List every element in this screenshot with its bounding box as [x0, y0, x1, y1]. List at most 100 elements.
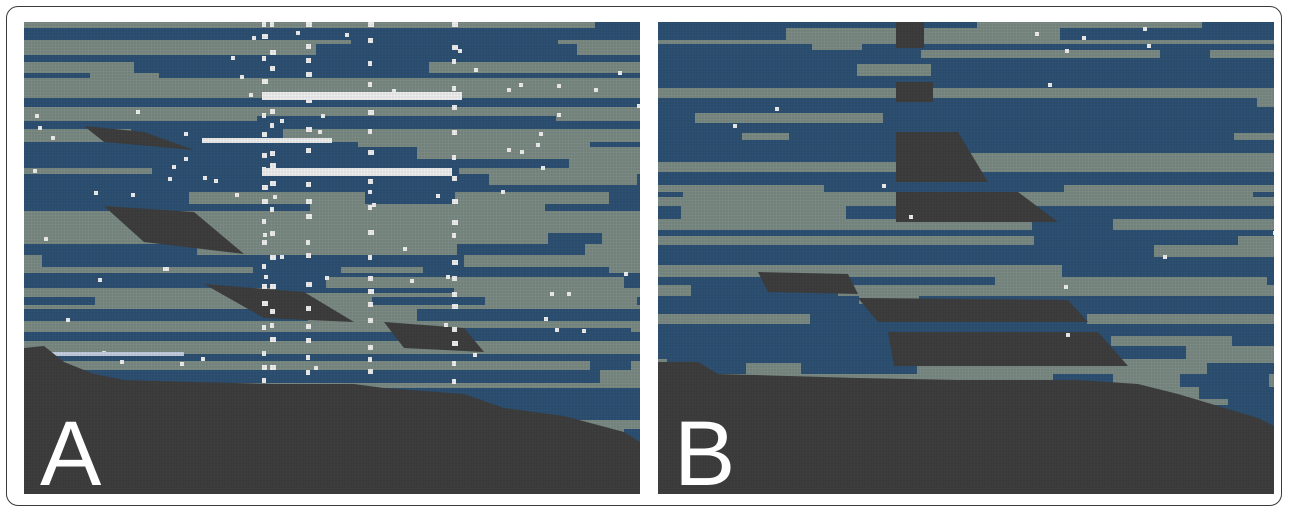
white-pixel	[270, 181, 276, 186]
raster-segment	[361, 40, 558, 44]
white-pixel	[240, 75, 244, 79]
white-pixel	[541, 166, 545, 170]
white-pixel	[270, 163, 276, 168]
white-pixel	[66, 318, 70, 322]
white-pixel	[98, 278, 102, 282]
white-pixel	[35, 114, 39, 118]
white-pixel	[473, 353, 477, 357]
white-pixel	[184, 157, 188, 161]
white-pixel	[306, 58, 311, 63]
white-pixel	[136, 110, 140, 114]
raster-row	[658, 64, 1274, 76]
raster-row	[658, 76, 1274, 88]
raster-segment	[585, 244, 640, 255]
raster-segment	[1180, 374, 1269, 387]
raster-segment	[600, 370, 640, 383]
white-pixel	[1273, 231, 1274, 235]
raster-segment	[316, 44, 577, 55]
white-pixel	[262, 56, 266, 61]
white-pixel	[452, 105, 457, 110]
raster-row	[658, 58, 1274, 64]
white-pixel	[882, 184, 886, 188]
white-pixel	[368, 289, 374, 294]
white-pixel	[184, 132, 188, 136]
raster-segment	[489, 174, 637, 185]
raster-row	[24, 361, 640, 370]
white-pixel	[270, 50, 276, 55]
panel-a: A	[24, 22, 640, 494]
white-bar	[262, 92, 462, 100]
raster-row	[658, 230, 1274, 236]
white-pixel	[452, 327, 457, 332]
dark-region	[758, 272, 858, 294]
white-pixel	[325, 276, 329, 280]
raster-segment	[977, 22, 1202, 28]
white-pixel	[1163, 255, 1167, 259]
white-pixel	[306, 253, 311, 258]
white-pixel	[582, 329, 586, 333]
raster-row	[658, 88, 1274, 98]
white-pixel	[38, 126, 42, 130]
white-pixel	[637, 104, 640, 108]
white-pixel	[163, 267, 167, 271]
white-pixel	[263, 233, 267, 237]
white-pixel	[270, 284, 276, 289]
white-pixel	[306, 214, 312, 219]
white-pixel	[201, 357, 205, 361]
white-pixel	[550, 292, 554, 296]
raster-segment	[455, 192, 609, 204]
white-pixel	[270, 231, 275, 236]
panel-a-label: A	[40, 403, 102, 494]
raster-segment	[825, 113, 883, 123]
white-pixel	[909, 215, 913, 219]
white-pixel	[231, 56, 235, 60]
white-pixel	[306, 199, 312, 204]
raster-row	[658, 257, 1274, 265]
white-pixel	[262, 34, 268, 39]
white-pixel	[539, 132, 543, 136]
white-pixel	[368, 129, 372, 134]
white-pixel	[270, 151, 275, 156]
white-pixel	[306, 22, 312, 27]
raster-segment	[1062, 265, 1274, 277]
raster-row	[24, 55, 640, 62]
white-pixel	[452, 276, 457, 281]
raster-segment	[995, 277, 1267, 285]
raster-row	[24, 159, 640, 168]
white-pixel	[452, 379, 456, 384]
white-pixel	[368, 190, 372, 194]
raster-segment	[485, 297, 637, 305]
raster-segment	[857, 64, 931, 76]
raster-segment	[358, 142, 590, 147]
white-pixel	[507, 88, 511, 92]
white-pixel	[368, 61, 372, 66]
white-pixel	[262, 325, 266, 330]
white-pixel	[270, 66, 275, 71]
raster-segment	[1154, 245, 1274, 257]
white-pixel	[214, 179, 218, 183]
raster-row	[658, 40, 1274, 44]
panel-b-label: B	[674, 403, 736, 494]
white-pixel	[262, 351, 266, 356]
white-pixel	[235, 193, 239, 197]
white-pixel	[120, 360, 124, 364]
raster-segment	[1107, 236, 1147, 245]
white-pixel	[567, 292, 571, 296]
white-pixel	[452, 361, 456, 366]
white-pixel	[306, 72, 312, 77]
white-pixel	[262, 153, 267, 158]
white-pixel	[452, 233, 456, 238]
white-pixel	[436, 194, 440, 198]
white-pixel	[306, 127, 312, 132]
white-pixel	[557, 84, 561, 88]
white-bar	[202, 138, 332, 143]
white-pixel	[270, 109, 275, 114]
white-pixel	[262, 132, 267, 137]
white-bar	[262, 168, 452, 176]
white-pixel	[306, 282, 312, 287]
white-pixel	[296, 31, 300, 35]
raster-row	[658, 123, 1274, 133]
white-pixel	[172, 165, 176, 169]
white-pixel	[618, 71, 622, 75]
raster-row	[24, 293, 640, 297]
